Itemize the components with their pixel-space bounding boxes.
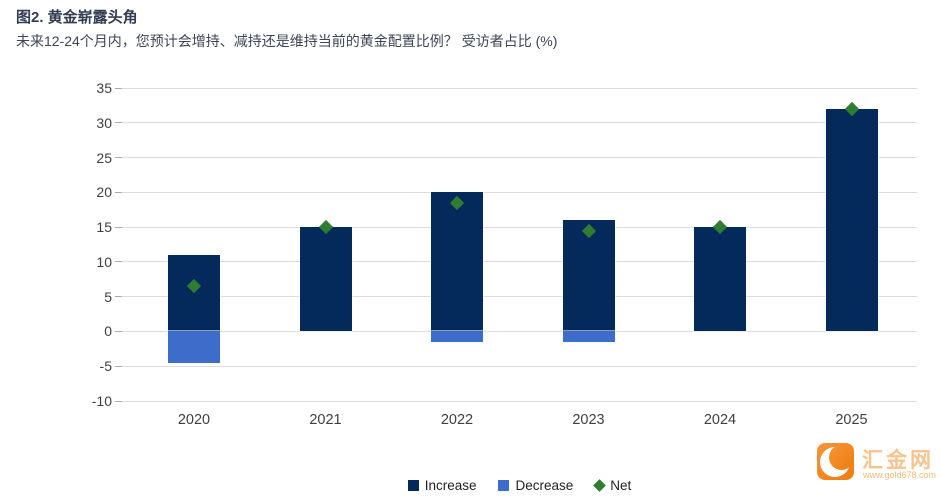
legend-label: Increase bbox=[424, 477, 477, 493]
gridline bbox=[122, 330, 917, 332]
gridline bbox=[122, 122, 917, 124]
gridline bbox=[122, 87, 917, 89]
legend-square-marker bbox=[498, 479, 510, 491]
y-axis-tick bbox=[115, 191, 122, 193]
y-axis-label: 30 bbox=[96, 114, 112, 131]
y-axis-label: 10 bbox=[96, 253, 112, 270]
legend-item-decrease: Decrease bbox=[498, 478, 573, 493]
x-axis-label: 2024 bbox=[703, 412, 737, 428]
gridline bbox=[122, 296, 917, 298]
increase-bar bbox=[693, 226, 747, 333]
y-axis-tick bbox=[115, 157, 122, 159]
gridline bbox=[122, 157, 917, 159]
y-axis-label: 20 bbox=[96, 184, 112, 201]
increase-bar bbox=[430, 191, 484, 333]
watermark-site-url: www.gold678.com bbox=[863, 470, 937, 480]
y-axis-label: 25 bbox=[96, 149, 112, 166]
watermark-site-name: 汇金网 bbox=[862, 449, 934, 472]
y-axis-tick bbox=[115, 261, 122, 263]
legend-item-increase: Increase bbox=[407, 477, 477, 493]
x-axis-label: 2025 bbox=[835, 412, 868, 428]
gridline bbox=[122, 191, 917, 193]
chart-subtitle: 未来12-24个月内，您预计会增持、减持还是维持当前的黄金配置比例？ 受访者占比… bbox=[16, 33, 558, 49]
y-axis-tick bbox=[115, 87, 122, 89]
increase-bar bbox=[298, 226, 353, 333]
y-axis-label: -5 bbox=[99, 358, 112, 375]
huijin-logo-icon bbox=[817, 443, 854, 480]
legend-label: Net bbox=[610, 477, 632, 493]
x-axis-label: 2022 bbox=[440, 412, 474, 428]
y-axis-tick bbox=[115, 400, 122, 402]
gridline bbox=[122, 365, 917, 367]
chart-title: 图2. 黄金崭露头角 bbox=[16, 9, 138, 26]
increase-bar bbox=[824, 107, 879, 333]
y-axis-label: 35 bbox=[96, 80, 112, 96]
decrease-bar bbox=[561, 330, 616, 343]
legend-diamond-marker bbox=[593, 478, 607, 492]
legend: Increase Decrease Net bbox=[122, 476, 917, 494]
gridline bbox=[122, 261, 917, 263]
y-axis-label: -10 bbox=[91, 393, 112, 409]
y-axis-tick bbox=[115, 365, 122, 367]
x-axis-label: 2020 bbox=[177, 412, 211, 428]
legend-item-net: Net bbox=[593, 477, 632, 493]
increase-bar bbox=[561, 219, 616, 333]
logo-inner-circle bbox=[829, 445, 854, 470]
decrease-bar bbox=[430, 330, 484, 343]
gridline bbox=[122, 226, 917, 228]
y-axis-tick bbox=[115, 122, 122, 124]
x-axis-label: 2021 bbox=[309, 412, 342, 428]
x-axis-label: 2023 bbox=[572, 412, 605, 428]
decrease-bar bbox=[167, 330, 221, 364]
y-axis-label: 15 bbox=[96, 219, 112, 236]
watermark: 汇金网 www.gold678.com bbox=[817, 443, 936, 488]
y-axis-label: 0 bbox=[104, 323, 112, 340]
legend-label: Decrease bbox=[515, 477, 574, 493]
legend-square-marker bbox=[407, 479, 419, 491]
y-axis-tick bbox=[115, 296, 122, 298]
gridline bbox=[122, 400, 917, 402]
y-axis-tick bbox=[115, 226, 122, 228]
increase-bar bbox=[167, 253, 221, 333]
y-axis-label: 5 bbox=[104, 288, 112, 305]
y-axis-tick bbox=[115, 330, 122, 332]
